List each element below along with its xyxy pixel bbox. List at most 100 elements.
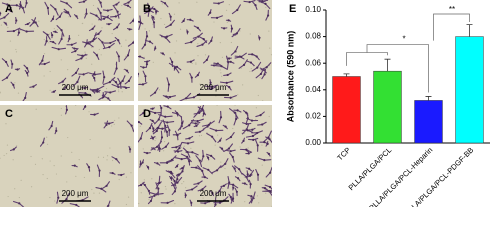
cell-body — [141, 161, 144, 164]
cell-body — [158, 146, 161, 150]
texture — [150, 194, 152, 197]
cell-body — [259, 72, 262, 76]
texture — [111, 32, 113, 35]
cell-body — [143, 183, 146, 187]
texture — [175, 40, 178, 42]
texture — [239, 30, 241, 32]
x-tick-label: PLLA/PLGA/PCL — [347, 145, 394, 192]
texture — [91, 63, 93, 65]
cell-body — [224, 162, 227, 165]
texture — [14, 82, 16, 84]
cell-body — [4, 60, 8, 64]
x-tick-label: TCP — [335, 145, 352, 162]
texture — [43, 75, 45, 77]
cell-body — [201, 43, 204, 46]
micrograph-background — [0, 105, 134, 207]
texture — [261, 144, 263, 146]
cell-body — [205, 58, 209, 62]
texture — [198, 135, 201, 137]
cell-body — [232, 186, 235, 189]
cell-body — [190, 201, 193, 204]
cell-body — [264, 2, 267, 5]
texture — [249, 33, 251, 35]
cell-body — [224, 125, 227, 128]
texture — [118, 91, 120, 93]
cell-body — [173, 179, 176, 183]
texture — [268, 115, 270, 118]
texture — [262, 100, 264, 101]
cell-body — [181, 170, 184, 173]
cell-body — [184, 194, 187, 197]
texture — [117, 89, 120, 91]
texture — [239, 146, 241, 148]
bar — [414, 100, 443, 144]
cell-body — [41, 59, 44, 62]
texture — [247, 147, 249, 149]
cell-body — [202, 112, 205, 115]
bar-chart: E Absorbance (590 nm) 0.00 0.02 0.04 0.06 0.08… — [285, 3, 490, 207]
cell-body — [195, 166, 198, 169]
cell-body — [214, 203, 217, 206]
cell-body — [188, 137, 191, 140]
texture — [67, 136, 69, 139]
significance-bracket — [433, 13, 470, 41]
cell-body — [251, 128, 254, 131]
texture — [43, 53, 46, 55]
micrograph — [0, 105, 134, 207]
cell-body — [127, 79, 131, 82]
texture — [180, 146, 183, 148]
cell-body — [25, 67, 29, 70]
cell-body — [230, 27, 234, 30]
cell-body — [202, 155, 205, 158]
cell-body — [210, 85, 213, 89]
cell-body — [166, 105, 169, 108]
texture — [43, 38, 45, 41]
cell-body — [24, 96, 27, 99]
error-bar — [425, 96, 432, 101]
cell-body — [93, 72, 96, 76]
cell-body — [148, 8, 151, 11]
texture — [206, 131, 208, 134]
texture — [9, 40, 12, 42]
cell-body — [180, 157, 183, 161]
cell-body — [11, 62, 14, 66]
cell-body — [236, 109, 239, 112]
cell-body — [250, 195, 253, 198]
cell-body — [99, 11, 102, 15]
cell-body — [168, 129, 171, 132]
cell-body — [107, 122, 111, 125]
cell-body — [236, 177, 240, 180]
cell-body — [83, 86, 86, 90]
texture — [261, 164, 263, 166]
y-tick-label: 0.08 — [305, 32, 321, 41]
cell-body — [249, 61, 253, 64]
cell-body — [107, 23, 111, 26]
texture — [89, 138, 91, 141]
cell-body — [171, 60, 174, 64]
cell-body — [204, 202, 207, 205]
cell-body — [227, 57, 231, 60]
cell-body — [258, 36, 261, 39]
texture — [92, 4, 95, 7]
cell-body — [93, 76, 96, 80]
texture — [203, 191, 205, 194]
cell-body — [50, 124, 53, 128]
cell-body — [184, 97, 188, 100]
cell-body — [115, 158, 118, 161]
texture — [16, 145, 18, 147]
texture — [257, 94, 259, 97]
scale-bar-label: 200 μm — [200, 189, 227, 198]
cell-body — [256, 131, 259, 135]
cell-body — [115, 67, 118, 70]
cell-body — [163, 2, 167, 5]
cell-body — [186, 30, 189, 33]
cell-body — [107, 97, 110, 100]
texture — [148, 30, 151, 32]
texture — [15, 48, 17, 51]
cell-body — [103, 76, 106, 79]
texture — [9, 0, 11, 1]
texture — [142, 148, 144, 150]
cell-body — [156, 145, 159, 148]
texture — [183, 180, 185, 183]
texture — [121, 91, 123, 93]
